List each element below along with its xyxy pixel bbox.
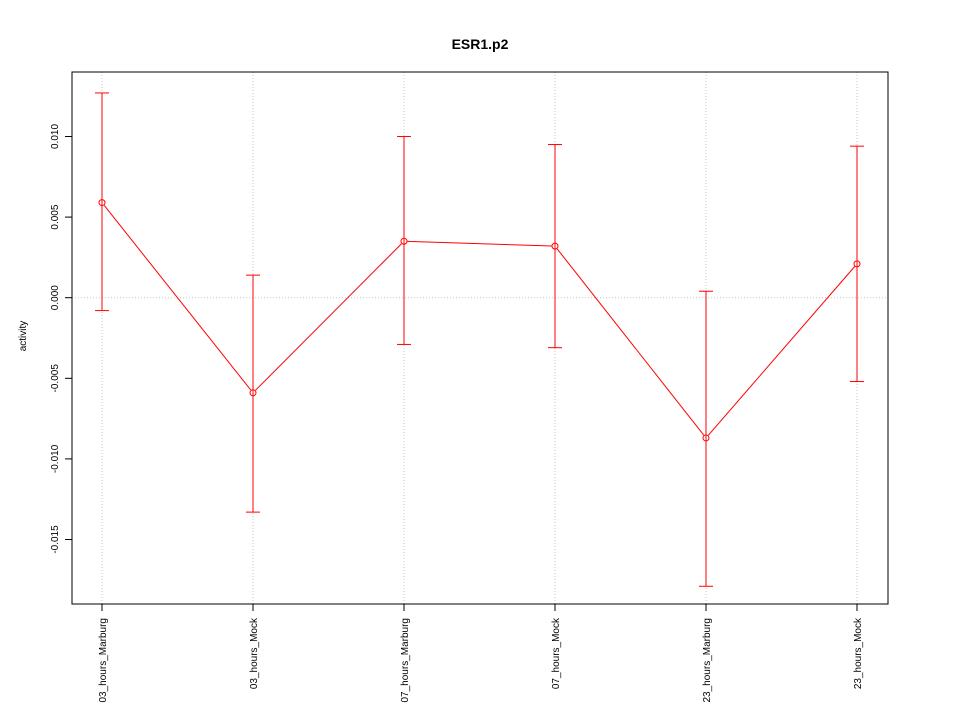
series-line-segment bbox=[707, 266, 856, 436]
y-tick-label: 0.000 bbox=[50, 285, 61, 310]
plot-frame bbox=[71, 71, 889, 605]
error-bars bbox=[95, 92, 864, 587]
series-line-segment bbox=[103, 205, 252, 391]
y-tick-label: -0.010 bbox=[50, 444, 61, 473]
data-point bbox=[98, 199, 106, 207]
data-point bbox=[853, 260, 861, 268]
y-axis-label: activity bbox=[18, 321, 29, 352]
x-tick-label: 23_hours_Marburg bbox=[702, 618, 713, 703]
series-line-segment bbox=[255, 243, 402, 391]
x-tick-label: 07_hours_Marburg bbox=[400, 618, 411, 703]
x-tick-label: 07_hours_Mock bbox=[551, 617, 562, 689]
x-tick-label: 23_hours_Mock bbox=[853, 617, 864, 689]
grid bbox=[72, 72, 888, 604]
series-line-segment bbox=[556, 248, 705, 436]
data-point bbox=[400, 237, 408, 245]
x-axis: 03_hours_Marburg 03_hours_Mock 07_hours_Ma… bbox=[98, 604, 864, 703]
data-point bbox=[702, 434, 710, 442]
y-tick-label: -0.005 bbox=[50, 364, 61, 393]
y-axis: -0.015 -0.010 -0.005 0.000 0.005 0.010 bbox=[50, 124, 72, 554]
chart-title: ESR1.p2 bbox=[452, 36, 509, 52]
data-point bbox=[551, 242, 559, 250]
data-point bbox=[249, 389, 257, 397]
y-tick-label: 0.010 bbox=[50, 124, 61, 149]
x-tick-label: 03_hours_Marburg bbox=[98, 618, 109, 703]
y-tick-label: -0.015 bbox=[50, 525, 61, 554]
series bbox=[98, 199, 861, 442]
series-line-segment bbox=[407, 240, 552, 247]
x-tick-label: 03_hours_Mock bbox=[249, 617, 260, 689]
y-tick-label: 0.005 bbox=[50, 204, 61, 229]
